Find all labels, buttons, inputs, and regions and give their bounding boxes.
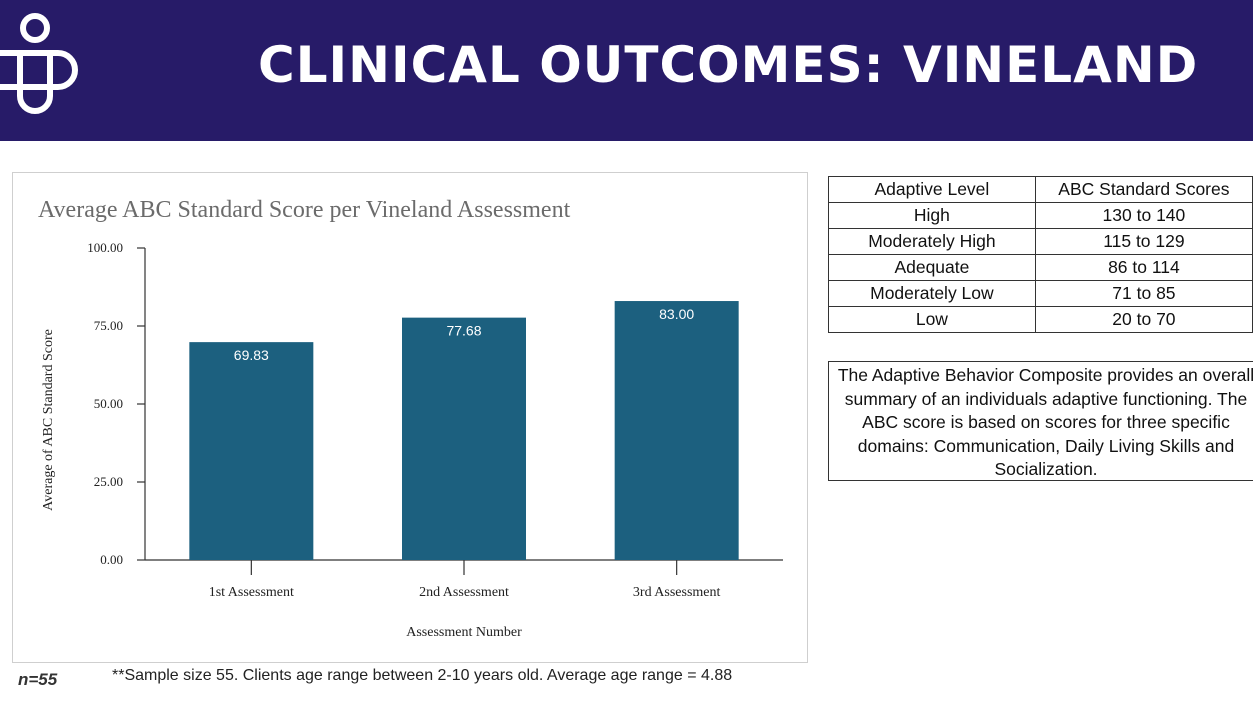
bar-value-label: 69.83 xyxy=(234,347,269,363)
x-tick-label: 2nd Assessment xyxy=(419,585,509,600)
y-axis-label: Average of ABC Standard Score xyxy=(41,329,56,511)
y-tick-label: 0.00 xyxy=(100,552,123,567)
page-title: CLINICAL OUTCOMES: VINELAND xyxy=(258,36,1199,94)
bar xyxy=(402,317,526,560)
adaptive-level-cell: Moderately Low xyxy=(828,280,1036,307)
header-banner: CLINICAL OUTCOMES: VINELAND xyxy=(0,0,1253,141)
table-row: High 130 to 140 xyxy=(828,202,1253,229)
adaptive-level-cell: High xyxy=(828,202,1036,229)
x-tick-label: 1st Assessment xyxy=(209,585,294,600)
y-tick-label: 75.00 xyxy=(94,318,123,333)
table-row: Moderately High 115 to 129 xyxy=(828,228,1253,255)
bar-chart: 0.00 25.00 50.00 75.00 100.00 69.83 1st Assess… xyxy=(41,240,783,640)
adaptive-level-cell: Moderately High xyxy=(828,228,1036,255)
y-tick-label: 50.00 xyxy=(94,396,123,411)
table-header-row: Adaptive Level ABC Standard Scores xyxy=(828,176,1253,203)
score-range-cell: 86 to 114 xyxy=(1034,254,1253,281)
chart-title: Average ABC Standard Score per Vineland … xyxy=(38,197,571,223)
y-tick-label: 100.00 xyxy=(87,240,123,255)
abc-description: The Adaptive Behavior Composite provides… xyxy=(828,361,1253,481)
table-row: Adequate 86 to 114 xyxy=(828,254,1253,281)
bar xyxy=(189,342,314,560)
y-tick-label: 25.00 xyxy=(94,474,123,489)
score-range-cell: 115 to 129 xyxy=(1034,228,1253,255)
bar-value-label: 83.00 xyxy=(659,306,694,322)
table-row: Low 20 to 70 xyxy=(828,306,1253,333)
column-header: Adaptive Level xyxy=(828,176,1036,203)
sample-size-label: n=55 xyxy=(18,670,58,689)
bar xyxy=(614,301,739,560)
adaptive-level-cell: Adequate xyxy=(828,254,1036,281)
bar-value-label: 77.68 xyxy=(446,323,481,339)
adaptive-level-cell: Low xyxy=(828,306,1036,333)
brand-logo-icon xyxy=(0,13,78,114)
adaptive-level-table: Adaptive Level ABC Standard Scores High … xyxy=(828,176,1253,333)
score-range-cell: 71 to 85 xyxy=(1034,280,1253,307)
x-tick-label: 3rd Assessment xyxy=(633,585,721,600)
x-axis-label: Assessment Number xyxy=(406,625,522,640)
table-row: Moderately Low 71 to 85 xyxy=(828,280,1253,307)
column-header: ABC Standard Scores xyxy=(1034,176,1253,203)
sample-footnote: **Sample size 55. Clients age range betw… xyxy=(112,667,733,684)
score-range-cell: 130 to 140 xyxy=(1034,202,1253,229)
score-range-cell: 20 to 70 xyxy=(1034,306,1253,333)
